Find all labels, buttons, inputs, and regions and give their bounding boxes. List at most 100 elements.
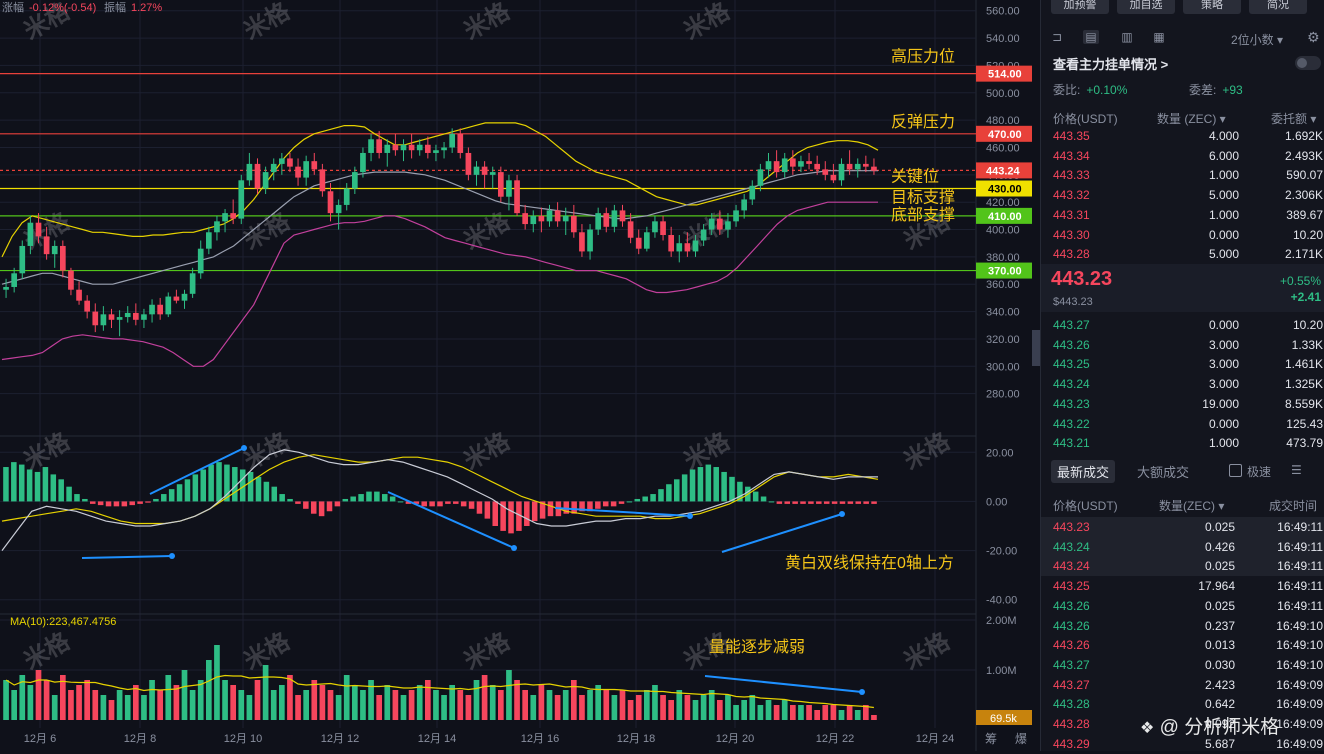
- macd-bar[interactable]: [563, 501, 570, 514]
- ask-row[interactable]: 443.32 5.000 2.306K: [1041, 185, 1324, 205]
- candle[interactable]: [497, 166, 504, 203]
- volume-bar[interactable]: [157, 690, 164, 720]
- candle[interactable]: [319, 163, 326, 197]
- volume-bar[interactable]: [765, 700, 772, 720]
- candle[interactable]: [676, 235, 683, 263]
- macd-bar[interactable]: [105, 501, 112, 507]
- volume-bar[interactable]: [635, 695, 642, 720]
- macd-bar[interactable]: [863, 501, 869, 504]
- volume-bar[interactable]: [287, 675, 293, 720]
- candle[interactable]: [116, 310, 123, 337]
- macd-bar[interactable]: [587, 501, 593, 512]
- volume-bar[interactable]: [773, 705, 780, 720]
- candle[interactable]: [214, 215, 220, 241]
- macd-bar[interactable]: [831, 501, 838, 504]
- bid-row[interactable]: 443.22 0.000 125.43: [1041, 414, 1324, 434]
- trade-header-qty[interactable]: 数量(ZEC) ▾: [1159, 499, 1225, 513]
- macd-bar[interactable]: [303, 501, 309, 509]
- macd-bar[interactable]: [310, 501, 317, 514]
- candle[interactable]: [238, 174, 245, 225]
- candle[interactable]: [554, 202, 561, 227]
- volume-bar[interactable]: [514, 680, 520, 720]
- candle[interactable]: [11, 267, 18, 293]
- book-mode-asks-icon[interactable]: ▦: [1153, 30, 1165, 44]
- candle[interactable]: [611, 204, 618, 233]
- candle[interactable]: [546, 204, 553, 227]
- macd-bar[interactable]: [800, 501, 806, 504]
- volume-bar[interactable]: [652, 685, 658, 720]
- macd-bar[interactable]: [839, 501, 846, 504]
- volume-bar[interactable]: [124, 695, 131, 720]
- volume-bar[interactable]: [165, 675, 172, 720]
- macd-bar[interactable]: [3, 467, 9, 502]
- macd-bar[interactable]: [476, 501, 483, 514]
- candle[interactable]: [457, 128, 464, 159]
- candle[interactable]: [197, 240, 204, 279]
- volume-bar[interactable]: [627, 700, 634, 720]
- candle[interactable]: [765, 152, 772, 178]
- macd-bar[interactable]: [721, 471, 727, 502]
- volume-bar[interactable]: [570, 680, 577, 720]
- tab-large-trades[interactable]: 大额成交: [1137, 465, 1190, 480]
- macd-bar[interactable]: [74, 494, 80, 502]
- candle[interactable]: [384, 139, 391, 167]
- macd-bar[interactable]: [445, 501, 451, 504]
- volume-bar[interactable]: [830, 705, 837, 720]
- macd-bar[interactable]: [760, 496, 767, 502]
- candle[interactable]: [441, 142, 447, 159]
- macd-bar[interactable]: [58, 479, 64, 502]
- macd-bar[interactable]: [224, 464, 230, 502]
- candle[interactable]: [838, 158, 845, 186]
- decimal-select[interactable]: 2位小数 ▾: [1231, 33, 1284, 47]
- volume-bar[interactable]: [360, 690, 366, 720]
- volume-bar[interactable]: [781, 700, 788, 720]
- volume-bar[interactable]: [100, 695, 107, 720]
- kline-chart[interactable]: 米格米格米格米格米格米格米格米格米格米格米格米格米格米格米格米格米格米格米格米格…: [0, 0, 1040, 751]
- macd-bar[interactable]: [18, 464, 25, 502]
- bid-row[interactable]: 443.25 3.000 1.461K: [1041, 354, 1324, 374]
- volume-bar[interactable]: [668, 700, 675, 720]
- volume-bar[interactable]: [684, 695, 691, 720]
- macd-bar[interactable]: [358, 494, 364, 502]
- candle[interactable]: [643, 226, 650, 252]
- candle[interactable]: [157, 297, 164, 320]
- volume-bar[interactable]: [76, 685, 82, 720]
- volume-bar[interactable]: [497, 690, 504, 720]
- macd-bar[interactable]: [713, 467, 719, 502]
- volume-bar[interactable]: [59, 675, 66, 720]
- main-orders-toggle[interactable]: [1295, 56, 1321, 70]
- macd-bar[interactable]: [602, 501, 609, 507]
- macd-bar[interactable]: [366, 491, 372, 502]
- macd-bar[interactable]: [168, 489, 175, 502]
- candle[interactable]: [43, 226, 50, 260]
- ask-row[interactable]: 443.30 0.000 10.20: [1041, 225, 1324, 245]
- macd-bar[interactable]: [42, 467, 49, 502]
- macd-bar[interactable]: [784, 501, 791, 504]
- volume-bar[interactable]: [376, 695, 383, 720]
- candle[interactable]: [254, 158, 261, 194]
- candle[interactable]: [222, 209, 228, 233]
- candle[interactable]: [343, 183, 350, 211]
- volume-bar[interactable]: [725, 695, 731, 720]
- macd-bar[interactable]: [855, 501, 862, 504]
- macd-bar[interactable]: [752, 491, 759, 502]
- volume-bar[interactable]: [538, 685, 545, 720]
- volume-bar[interactable]: [643, 690, 650, 720]
- volume-bar[interactable]: [546, 690, 553, 720]
- macd-bar[interactable]: [547, 501, 554, 517]
- macd-bar[interactable]: [113, 501, 120, 507]
- macd-bar[interactable]: [634, 498, 641, 502]
- candle[interactable]: [424, 136, 431, 159]
- macd-bar[interactable]: [413, 501, 420, 504]
- filter-icon[interactable]: ☰: [1291, 463, 1302, 477]
- bid-row[interactable]: 443.26 3.000 1.33K: [1041, 335, 1324, 355]
- macd-bar[interactable]: [66, 486, 72, 502]
- gear-icon[interactable]: ⚙: [1307, 29, 1320, 45]
- candle[interactable]: [51, 240, 58, 268]
- macd-bar[interactable]: [263, 481, 270, 502]
- macd-bar[interactable]: [484, 501, 491, 519]
- candle[interactable]: [327, 183, 334, 222]
- candle[interactable]: [481, 161, 488, 189]
- candle[interactable]: [570, 204, 577, 238]
- volume-bar[interactable]: [465, 695, 472, 720]
